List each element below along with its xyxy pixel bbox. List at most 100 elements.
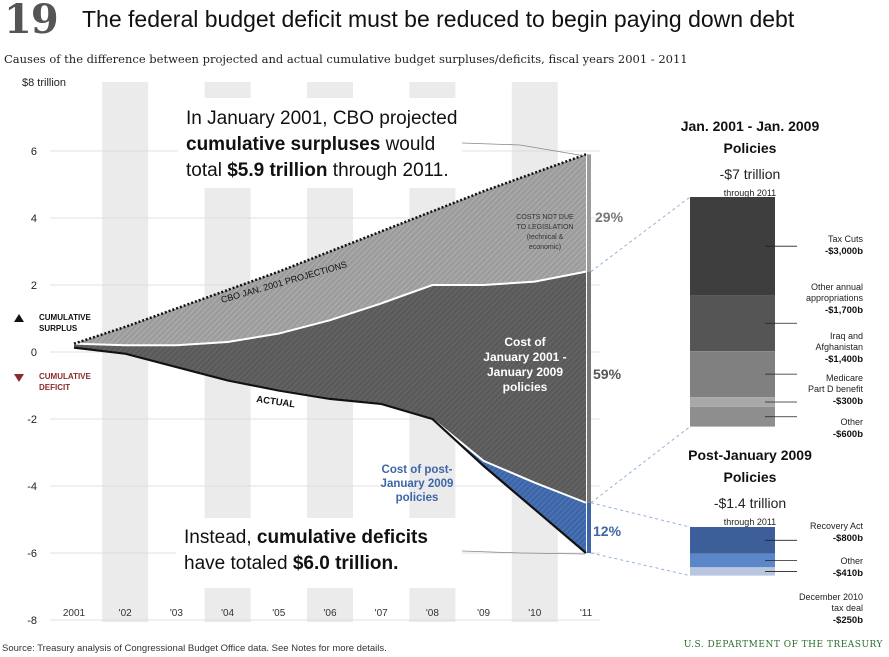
segment-label: tax deal [831,603,863,613]
y-tick-label: -4 [27,481,37,493]
breakdown-2001-2009: Jan. 2001 - Jan. 2009 Policies -$7 trillio… [681,118,864,440]
projection-callout-line: In January 2001, CBO projected [186,108,457,129]
deficit-label: CUMULATIVE [39,372,92,381]
costs-not-due-label: economic) [529,244,561,251]
callout-segment: have totaled [184,553,293,574]
costs-not-due-label: (technical & [527,234,564,241]
segment-label: December 2010 [799,592,863,602]
x-tick-label: '03 [170,608,183,619]
projection-line [73,153,587,345]
x-axis: 2001 '02 '03 '04 '05 '06 '07 '08 '09 '10 '11 [63,608,593,619]
callout-segment: $5.9 trillion [227,160,327,181]
actual-line [73,346,587,554]
x-tick-label: '06 [323,608,336,619]
segment-label: Afghanistan [815,342,863,352]
breakdown-title: Policies [724,469,777,485]
pct-top-label: 29% [595,209,624,225]
y-tick-label: 4 [31,213,37,225]
callout-box [176,518,462,588]
x-tick-label: '11 [580,608,593,619]
x-tick-label: '02 [119,608,132,619]
callout-segment: $6.0 trillion. [293,553,399,574]
stack-segment [690,567,775,576]
cost-2001-2009-label: January 2001 - [483,350,566,364]
deficit-label: DEFICIT [39,383,70,392]
chart-subtitle: Causes of the difference between project… [4,52,688,66]
chart-lines [73,153,591,554]
x-tick-label: 2001 [63,608,86,619]
x-tick-label: '07 [375,608,388,619]
costs-not-due-label: TO LEGISLATION [517,224,574,231]
segment-value: -$1,700b [825,305,863,316]
stack-segment [690,397,775,407]
cost-post-2009-label: Cost of post- [382,464,453,476]
stack-segment [690,197,775,296]
costs-not-due-label: COSTS NOT DUE [516,214,574,221]
chart-title: The federal budget deficit must be reduc… [82,6,795,32]
x-tick-label: '04 [221,608,234,619]
connector-dash [590,552,691,577]
surplus-label: CUMULATIVE [39,313,92,322]
connector-dash [590,196,691,272]
y-tick-label: -6 [27,548,37,560]
callout-segment: total [186,160,227,181]
breakdown-total: -$7 trillion [720,166,781,182]
callout-segment: Instead, [184,527,257,548]
surplus-arrow-icon [14,314,24,322]
segment-label: Tax Cuts [828,234,864,244]
segment-label: Recovery Act [810,521,864,531]
segment-value: -$3,000b [825,246,863,257]
y-unit-label: $8 trillion [22,77,66,89]
callout-segment: cumulative deficits [257,527,428,548]
segment-label: Other annual [811,282,863,292]
actual-line-label: ACTUAL [256,394,296,410]
x-tick-label: '05 [272,608,285,619]
cost-post-2009-label: January 2009 [381,478,454,490]
callout-segment: In January 2001, CBO projected [186,108,457,129]
callout-leader [461,550,586,555]
y-tick-label: -2 [27,414,37,426]
segment-label: Part D benefit [808,384,864,394]
actual-callout-line: have totaled $6.0 trillion. [184,553,398,574]
segment-label: Other [840,417,863,427]
y-tick-label: 0 [31,347,37,359]
breakdown-total: -$1.4 trillion [714,495,786,511]
segment-label: appropriations [806,293,864,303]
projection-callout-line: cumulative surpluses would [186,134,435,155]
breakdown-title: Post-January 2009 [688,447,812,463]
segment-label: Iraq and [830,331,863,341]
callout-segment: cumulative surpluses [186,134,380,155]
segment-value: -$800b [833,533,863,544]
connector-dash [590,426,691,504]
stack-segment [690,406,775,427]
agency-credit: U.S. DEPARTMENT OF THE TREASURY [683,640,883,650]
x-tick-label: '09 [477,608,490,619]
callout-box [178,98,462,188]
boundary-line [73,270,587,347]
actual-callout-line: Instead, cumulative deficits [184,527,428,548]
cost-2001-2009-label: Cost of [504,335,546,349]
area-2001-2009-policies [74,271,586,503]
stack-segment [690,527,775,554]
segment-value: -$410b [833,568,863,579]
source-note: Source: Treasury analysis of Congression… [2,643,387,654]
stack-segment [690,553,775,568]
callout-leader [461,142,586,157]
segment-label: Other [840,556,863,566]
y-tick-label: 2 [31,280,37,292]
cost-2001-2009-label: January 2009 [487,365,563,379]
callout-segment: would [380,134,435,155]
projection-callout-line: total $5.9 trillion through 2011. [186,160,449,181]
breakdown-through: through 2011 [724,188,776,198]
surplus-label: SURPLUS [39,324,78,333]
breakdown-title: Jan. 2001 - Jan. 2009 [681,118,820,134]
segment-value: -$600b [833,429,863,440]
chart-number: 19 [4,0,59,43]
x-tick-label: '08 [426,608,439,619]
segment-value: -$1,400b [825,354,863,365]
stack-segment [690,351,775,398]
pct-mid-label: 59% [593,366,622,382]
y-tick-label: -8 [27,615,37,627]
stack-segment [690,295,775,352]
